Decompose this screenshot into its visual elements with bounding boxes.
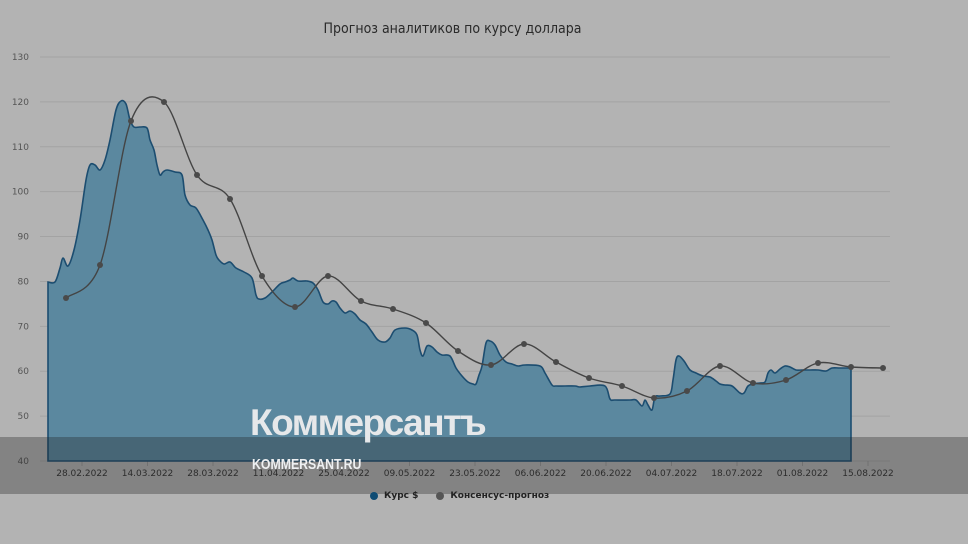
svg-text:40: 40 (18, 457, 30, 467)
legend-label: Курс $ (384, 491, 419, 501)
svg-text:28.03.2022: 28.03.2022 (187, 469, 239, 479)
consensus-markers (63, 99, 886, 401)
legend-item-usd-rate[interactable]: Курс $ (370, 491, 418, 501)
svg-text:01.08.2022: 01.08.2022 (777, 469, 829, 479)
svg-text:18.07.2022: 18.07.2022 (711, 469, 763, 479)
watermark-band (0, 437, 968, 494)
svg-text:14.03.2022: 14.03.2022 (122, 469, 174, 479)
svg-text:100: 100 (12, 188, 29, 198)
svg-text:20.06.2022: 20.06.2022 (580, 469, 632, 479)
kommersant-logo: Коммерсантъ (250, 402, 487, 443)
svg-text:06.06.2022: 06.06.2022 (515, 469, 567, 479)
svg-text:60: 60 (18, 367, 30, 377)
svg-text:11.04.2022: 11.04.2022 (253, 469, 305, 479)
legend-item-consensus[interactable]: Консенсус-прогноз (436, 491, 549, 501)
svg-text:130: 130 (12, 53, 29, 63)
usd-rate-area (47, 99, 852, 462)
svg-text:15.08.2022: 15.08.2022 (842, 469, 894, 479)
chart-title: Прогноз аналитиков по курсу доллара (323, 21, 582, 37)
legend: Курс $ Консенсус-прогноз (370, 491, 549, 501)
svg-text:25.04.2022: 25.04.2022 (318, 469, 370, 479)
svg-text:23.05.2022: 23.05.2022 (449, 469, 501, 479)
svg-text:90: 90 (18, 233, 30, 243)
svg-text:110: 110 (12, 143, 29, 153)
legend-dot-icon (436, 492, 445, 500)
y-axis: 40 50 60 70 80 90 100 110 120 130 (12, 53, 29, 467)
svg-text:50: 50 (18, 412, 30, 422)
svg-text:80: 80 (18, 277, 30, 287)
legend-label: Консенсус-прогноз (450, 491, 550, 501)
svg-text:70: 70 (18, 322, 30, 332)
svg-text:28.02.2022: 28.02.2022 (56, 469, 108, 479)
svg-text:09.05.2022: 09.05.2022 (384, 469, 436, 479)
svg-text:120: 120 (12, 98, 29, 108)
kommersant-url: KOMMERSANT.RU (252, 456, 362, 473)
x-axis: 28.02.2022 14.03.2022 28.03.2022 11.04.2022… (56, 461, 894, 479)
legend-dot-icon (370, 492, 378, 500)
svg-text:04.07.2022: 04.07.2022 (646, 469, 698, 479)
